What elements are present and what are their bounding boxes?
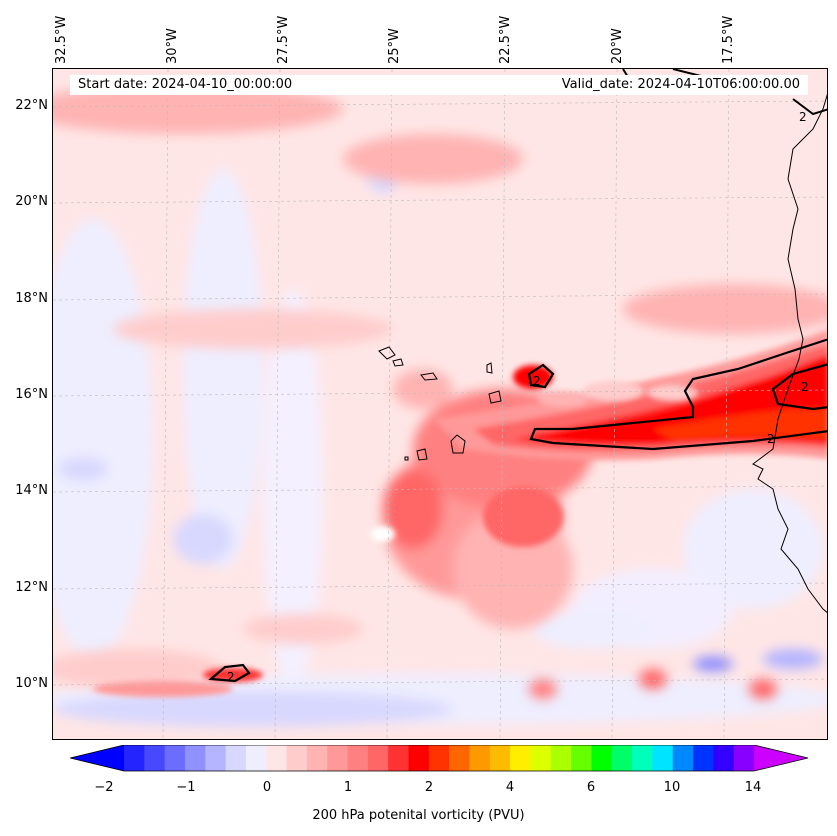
colorbar-segment bbox=[591, 745, 613, 771]
lon-label-27-5w: 27.5°W bbox=[276, 15, 291, 64]
colorbar-segment bbox=[611, 745, 633, 771]
contour-northeast-edge-3 bbox=[792, 98, 827, 116]
contour-south-cell bbox=[208, 663, 251, 683]
lat-label-10n: 10°N bbox=[15, 676, 48, 691]
lat-label-12n: 12°N bbox=[15, 580, 48, 595]
colorbar-segment bbox=[693, 745, 714, 771]
colorbar-segment bbox=[571, 745, 592, 771]
lon-label-30w: 30°W bbox=[165, 28, 180, 64]
valid-date-text: Valid_date: 2024-04-10T06:00:00.00 bbox=[561, 77, 800, 92]
colorbar-segment bbox=[652, 745, 674, 771]
colorbar-segment bbox=[124, 745, 145, 771]
colorbar-segment bbox=[164, 745, 186, 771]
colorbar-segment bbox=[286, 745, 308, 771]
colorbar-arrow-high bbox=[754, 745, 808, 771]
contour-labels: 2 2 2 2 2 bbox=[227, 110, 809, 684]
colorbar-segment bbox=[550, 745, 572, 771]
colorbar-segment bbox=[225, 745, 247, 771]
colorbar-segment bbox=[266, 745, 288, 771]
colorbar-segment bbox=[672, 745, 694, 771]
lon-label-17-5w: 17.5°W bbox=[721, 15, 736, 64]
cape-verde-islands bbox=[378, 346, 502, 461]
colorbar-tick-10: 10 bbox=[663, 780, 681, 795]
lat-label-14n: 14°N bbox=[15, 483, 48, 498]
colorbar-segment bbox=[306, 745, 328, 771]
colorbar-segment bbox=[367, 745, 389, 771]
colorbar-segment bbox=[388, 745, 410, 771]
graticule bbox=[53, 69, 827, 739]
jet-contour-north bbox=[771, 363, 827, 411]
contour-label-4: 2 bbox=[227, 670, 235, 684]
colorbar-segment bbox=[489, 745, 511, 771]
colorbar-tick-neg1: −1 bbox=[176, 780, 196, 795]
contour-label-1: 2 bbox=[533, 374, 541, 388]
start-date-text: Start date: 2024-04-10_00:00:00 bbox=[78, 77, 293, 92]
colorbar-arrow-low bbox=[70, 745, 124, 771]
colorbar-segment bbox=[449, 745, 470, 771]
lat-label-20n: 20°N bbox=[15, 194, 48, 209]
colorbar-tick-1: 1 bbox=[343, 780, 353, 795]
colorbar-segment bbox=[428, 745, 450, 771]
colorbar-segment bbox=[327, 745, 349, 771]
pv-field-svg: 2 2 2 2 2 bbox=[53, 69, 827, 739]
pv-map-panel: 2 2 2 2 2 bbox=[52, 68, 828, 740]
colorbar-segment bbox=[733, 745, 755, 771]
colorbar-segment bbox=[144, 745, 166, 771]
jet-holes bbox=[371, 381, 698, 542]
colorbar-segment bbox=[245, 745, 267, 771]
colorbar-segment bbox=[469, 745, 491, 771]
colorbar-tick-0: 0 bbox=[262, 780, 272, 795]
colorbar-title: 200 hPa potenital vorticity (PVU) bbox=[312, 808, 525, 823]
colorbar-tick-2: 2 bbox=[424, 780, 434, 795]
colorbar-tick-4: 4 bbox=[505, 780, 515, 795]
colorbar-tick-6: 6 bbox=[586, 780, 596, 795]
lon-label-32-5w: 32.5°W bbox=[54, 15, 69, 64]
colorbar-segment bbox=[184, 745, 206, 771]
colorbar-segment bbox=[347, 745, 369, 771]
low-pv-patches bbox=[53, 165, 827, 727]
lon-label-20w: 20°W bbox=[610, 28, 625, 64]
colorbar-segment bbox=[530, 745, 552, 771]
colorbar-segment bbox=[632, 745, 653, 771]
jet-contour-main bbox=[529, 338, 827, 451]
colorbar-tick-neg2: −2 bbox=[94, 780, 114, 795]
contour-label-5: 2 bbox=[799, 110, 807, 124]
lat-label-22n: 22°N bbox=[15, 98, 48, 113]
colorbar-segment bbox=[205, 745, 227, 771]
date-info-bar: Start date: 2024-04-10_00:00:00 Valid_da… bbox=[70, 75, 808, 95]
contour-label-3: 2 bbox=[767, 432, 775, 446]
contour-label-2: 2 bbox=[801, 380, 809, 394]
lat-label-18n: 18°N bbox=[15, 291, 48, 306]
colorbar-segment bbox=[510, 745, 531, 771]
colorbar-segment bbox=[408, 745, 430, 771]
colorbar bbox=[70, 745, 809, 772]
lat-label-16n: 16°N bbox=[15, 387, 48, 402]
colorbar-outline bbox=[70, 745, 809, 772]
lon-label-25w: 25°W bbox=[387, 28, 402, 64]
colorbar-tick-14: 14 bbox=[744, 780, 762, 795]
colorbar-segment bbox=[713, 745, 735, 771]
lon-label-22-5w: 22.5°W bbox=[498, 15, 513, 64]
contour-island-cell bbox=[527, 363, 555, 389]
